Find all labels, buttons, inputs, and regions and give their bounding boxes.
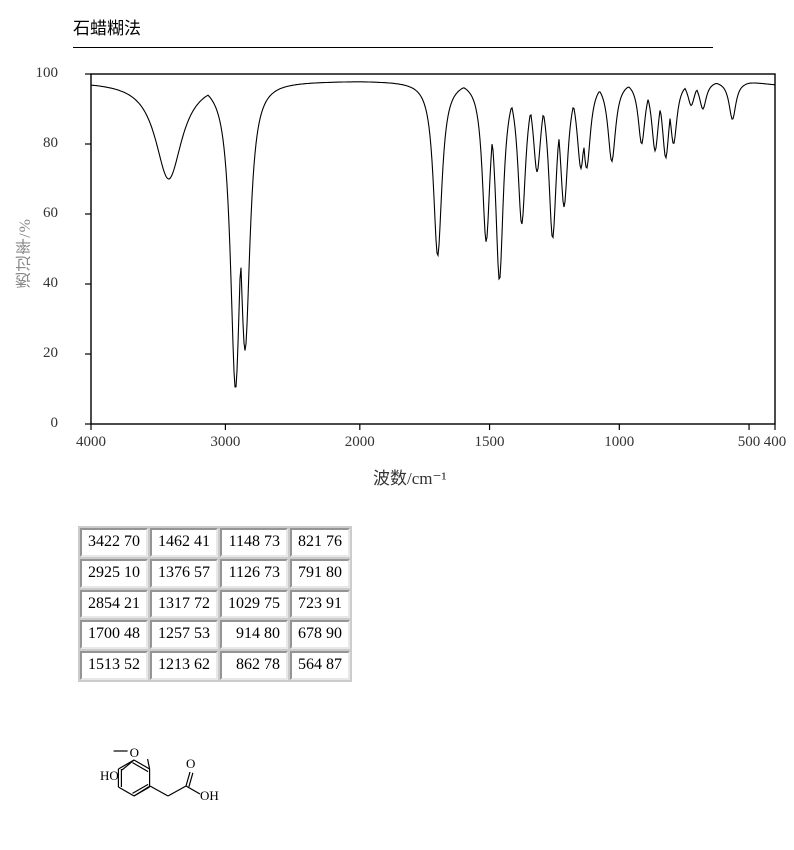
title-block: 石蜡糊法 (73, 14, 713, 48)
ytick-label: 0 (18, 415, 58, 432)
xtick-label: 400 (764, 434, 787, 451)
table-cell: 914 80 (220, 620, 288, 649)
title-underline (73, 47, 713, 48)
page-root: 石蜡糊法 透过率/% 波数/cm⁻¹ 020406080100 40003000… (0, 0, 794, 850)
table-cell: 2925 10 (80, 559, 148, 588)
svg-text:HO: HO (100, 768, 119, 783)
ir-spectrum-chart: 透过率/% 波数/cm⁻¹ 020406080100 4000300020001… (18, 68, 780, 498)
xtick-label: 2000 (345, 434, 375, 451)
table-cell: 821 76 (290, 528, 350, 557)
xtick-label: 3000 (210, 434, 240, 451)
table-cell: 1213 62 (150, 651, 218, 680)
xtick-label: 4000 (76, 434, 106, 451)
table-row: 1700 481257 53 914 80678 90 (80, 620, 350, 649)
table-cell: 723 91 (290, 590, 350, 619)
svg-text:OH: OH (200, 788, 219, 803)
ytick-label: 20 (18, 345, 58, 362)
xtick-label: 1500 (475, 434, 505, 451)
table-cell: 1462 41 (150, 528, 218, 557)
x-axis-label: 波数/cm⁻¹ (373, 464, 447, 489)
table-cell: 1376 57 (150, 559, 218, 588)
table-row: 3422 701462 411148 73821 76 (80, 528, 350, 557)
table-row: 2854 211317 721029 75723 91 (80, 590, 350, 619)
method-title: 石蜡糊法 (73, 14, 713, 39)
table-row: 1513 521213 62 862 78564 87 (80, 651, 350, 680)
ytick-label: 100 (18, 65, 58, 82)
spectrum-svg (63, 68, 783, 458)
table-cell: 2854 21 (80, 590, 148, 619)
ytick-label: 40 (18, 275, 58, 292)
table-cell: 1317 72 (150, 590, 218, 619)
table-cell: 1257 53 (150, 620, 218, 649)
table-cell: 1513 52 (80, 651, 148, 680)
table-cell: 1148 73 (220, 528, 288, 557)
ytick-label: 80 (18, 135, 58, 152)
ytick-label: 60 (18, 205, 58, 222)
table-row: 2925 101376 571126 73791 80 (80, 559, 350, 588)
peak-data-table: 3422 701462 411148 73821 762925 101376 5… (78, 526, 352, 682)
svg-text:O: O (186, 756, 195, 771)
molecule-structure: O HO O OH (72, 690, 282, 830)
table-cell: 1126 73 (220, 559, 288, 588)
table-cell: 678 90 (290, 620, 350, 649)
table-cell: 3422 70 (80, 528, 148, 557)
table-cell: 791 80 (290, 559, 350, 588)
xtick-label: 1000 (604, 434, 634, 451)
table-cell: 1029 75 (220, 590, 288, 619)
svg-text:O: O (130, 745, 139, 760)
table-cell: 564 87 (290, 651, 350, 680)
xtick-label: 500 (738, 434, 761, 451)
table-cell: 862 78 (220, 651, 288, 680)
table-cell: 1700 48 (80, 620, 148, 649)
